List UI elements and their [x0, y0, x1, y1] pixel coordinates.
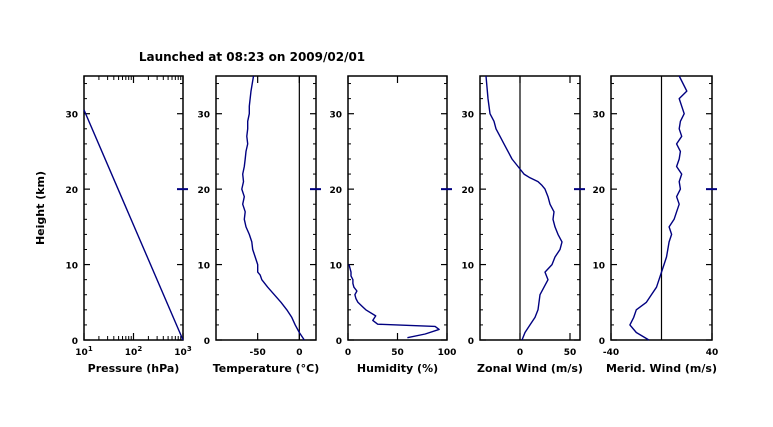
y-tick-label: 10: [197, 262, 210, 272]
y-tick-label: 30: [197, 111, 210, 121]
x-tick-label: 0: [296, 348, 302, 358]
y-tick-label: 0: [336, 337, 342, 347]
y-tick-label: 30: [461, 111, 474, 121]
panel-5: 0 10 20 30 -40 40 Merid. Wind (m/s): [592, 75, 719, 375]
x-axis-label: Pressure (hPa): [88, 362, 180, 375]
x-tick-label: 40: [706, 348, 719, 358]
y-tick-label: 30: [592, 111, 605, 121]
profile-line: [485, 75, 563, 341]
x-tick-label: -40: [603, 348, 619, 358]
x-axis-label: Temperature (°C): [213, 362, 320, 375]
y-tick-label: 10: [592, 262, 605, 272]
x-tick-label: 102: [125, 345, 143, 358]
y-tick-label: 10: [329, 262, 342, 272]
plot-frame: [347, 75, 448, 341]
height-axis-label: Height (km): [34, 171, 47, 245]
y-tick-label: 0: [599, 337, 605, 347]
x-tick-label: 0: [517, 348, 523, 358]
panel-4: 0 10 20 30 0 50 Zonal Wind (m/s): [461, 75, 585, 375]
x-axis-label: Merid. Wind (m/s): [606, 362, 717, 375]
y-tick-label: 20: [592, 186, 605, 196]
y-tick-label: 10: [461, 262, 474, 272]
plot-frame: [83, 75, 184, 341]
y-tick-label: 20: [461, 186, 474, 196]
y-tick-label: 20: [197, 186, 210, 196]
figure-title: Launched at 08:23 on 2009/02/01: [139, 50, 365, 64]
plot-frame: [215, 75, 317, 341]
x-axis-label: Zonal Wind (m/s): [477, 362, 583, 375]
x-tick-label: 103: [174, 345, 192, 358]
y-tick-label: 30: [65, 111, 78, 121]
panel-2: 0 10 20 30 -50 0 Temperature (°C): [197, 75, 321, 375]
profile-line: [348, 264, 440, 339]
y-tick-label: 30: [329, 111, 342, 121]
y-tick-label: 20: [65, 186, 78, 196]
y-tick-label: 0: [204, 337, 210, 347]
x-tick-label: 0: [345, 348, 351, 358]
y-tick-label: 20: [329, 186, 342, 196]
x-axis-label: Humidity (%): [357, 362, 438, 375]
x-tick-label: 50: [391, 348, 404, 358]
profile-line: [83, 109, 184, 341]
x-tick-label: 50: [564, 348, 577, 358]
y-tick-label: 0: [72, 337, 78, 347]
plot-frame: [479, 75, 581, 341]
profile-line: [629, 75, 688, 341]
y-tick-label: 10: [65, 262, 78, 272]
profile-line: [241, 75, 305, 341]
x-tick-label: -50: [250, 348, 266, 358]
y-tick-label: 0: [468, 337, 474, 347]
x-tick-label: 100: [438, 348, 457, 358]
